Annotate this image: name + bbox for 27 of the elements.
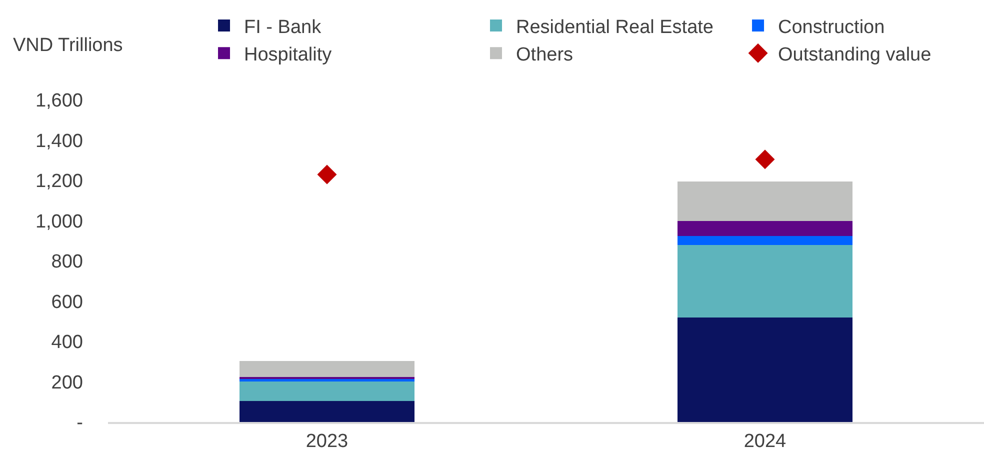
y-tick-label: 1,000 bbox=[35, 211, 83, 232]
legend-label: Residential Real Estate bbox=[516, 16, 714, 38]
y-tick-label: 1,200 bbox=[35, 171, 83, 192]
bar bbox=[239, 400, 415, 422]
legend-label: Others bbox=[516, 44, 574, 66]
bar bbox=[239, 378, 415, 382]
y-tick-label: 1,400 bbox=[35, 130, 83, 152]
legend-label: Hospitality bbox=[244, 44, 332, 66]
x-tick-label: 2023 bbox=[306, 430, 348, 452]
bar bbox=[677, 220, 853, 236]
bar bbox=[677, 182, 853, 221]
y-tick-label: 400 bbox=[51, 332, 83, 354]
x-tick-label: 2024 bbox=[744, 430, 787, 452]
y-tick-label: 600 bbox=[51, 292, 83, 313]
legend-label: FI - Bank bbox=[244, 16, 322, 38]
bar bbox=[239, 360, 415, 377]
bar bbox=[677, 244, 853, 318]
legend-label: Outstanding value bbox=[778, 44, 932, 66]
bar bbox=[239, 381, 415, 401]
bar bbox=[677, 236, 853, 245]
y-tick-label: 800 bbox=[51, 252, 83, 273]
y-tick-label: 1,600 bbox=[35, 90, 83, 112]
y-tick-label: - bbox=[76, 412, 83, 434]
bar bbox=[677, 317, 853, 422]
y-axis-title: VND Trillions bbox=[13, 35, 123, 56]
y-tick-label: 200 bbox=[51, 372, 83, 394]
legend-label: Construction bbox=[778, 16, 885, 38]
